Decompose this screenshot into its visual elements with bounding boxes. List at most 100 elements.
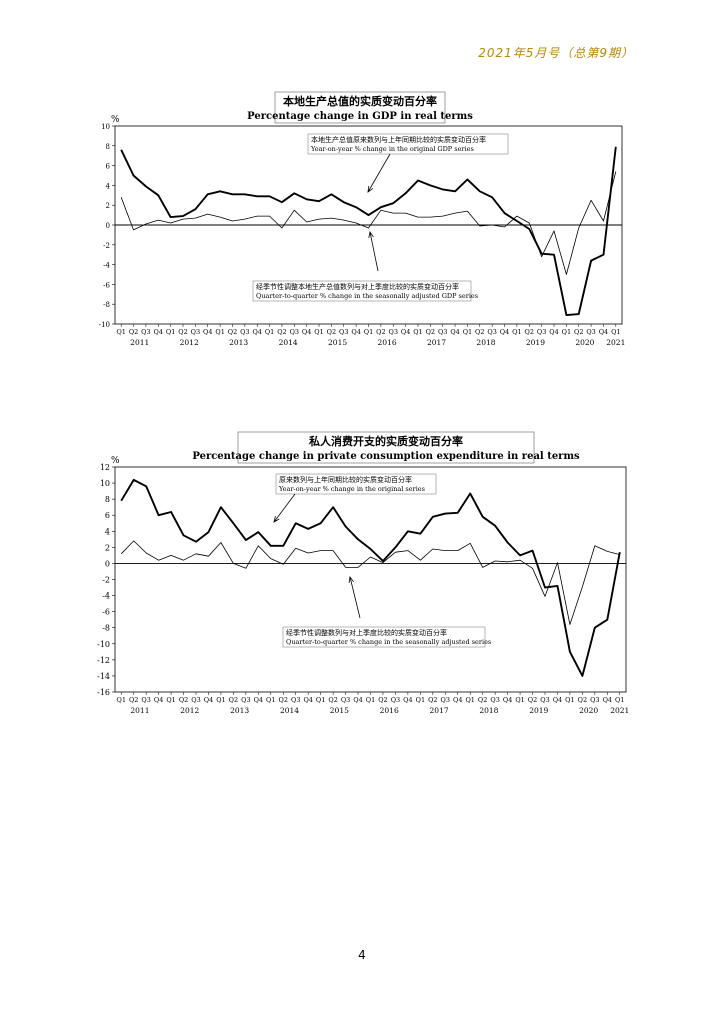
y-tick-label: -6 xyxy=(102,608,110,617)
year-label: 2016 xyxy=(378,338,397,347)
annotation-en: Quarter-to-quarter % change in the seaso… xyxy=(286,638,491,646)
chart-subtitle: Percentage change in GDP in real terms xyxy=(247,111,473,122)
x-tick-label: Q3 xyxy=(291,696,300,704)
x-tick-label: Q3 xyxy=(341,696,350,704)
x-tick-label: Q1 xyxy=(314,328,323,336)
page-number: 4 xyxy=(358,948,366,962)
annotation-box xyxy=(252,280,472,302)
x-tick-label: Q2 xyxy=(528,696,537,704)
annotation-arrowhead xyxy=(348,576,354,583)
y-tick-label: 10 xyxy=(100,479,110,488)
x-tick-label: Q2 xyxy=(574,328,583,336)
year-label: 2017 xyxy=(430,706,449,715)
y-tick-label: 12 xyxy=(100,463,110,472)
x-tick-label: Q1 xyxy=(413,328,422,336)
annotation-arrow xyxy=(367,153,391,193)
y-tick-label: 6 xyxy=(106,163,111,171)
y-tick-label: 8 xyxy=(105,495,110,504)
y-tick-label: -6 xyxy=(103,281,110,289)
chart-title: 私人消费开支的实质变动百分率 xyxy=(309,434,463,448)
annotation-box xyxy=(307,133,509,155)
y-tick-label: 8 xyxy=(106,143,110,151)
consumption-chart-svg: 私人消费开支的实质变动百分率 Percentage change in priva… xyxy=(97,431,629,715)
year-label: 2015 xyxy=(330,706,349,715)
x-tick-label: Q2 xyxy=(475,328,484,336)
page-header: 2021年5月号（总第9期） xyxy=(478,46,634,60)
x-tick-label: Q4 xyxy=(351,328,360,336)
x-tick-label: Q4 xyxy=(453,696,462,704)
x-tick-label: Q1 xyxy=(463,328,472,336)
x-tick-label: Q3 xyxy=(540,696,549,704)
x-tick-label: Q1 xyxy=(266,696,275,704)
x-tick-label: Q1 xyxy=(565,696,574,704)
x-tick-label: Q1 xyxy=(116,328,125,336)
y-tick-label: -2 xyxy=(103,242,110,250)
year-label: 2017 xyxy=(427,338,446,347)
x-tick-label: Q2 xyxy=(578,696,587,704)
y-tick-label: -8 xyxy=(103,301,110,309)
x-tick-label: Q4 xyxy=(553,696,562,704)
x-tick-label: Q3 xyxy=(290,328,299,336)
x-tick-label: Q3 xyxy=(141,328,150,336)
year-label: 2019 xyxy=(529,706,548,715)
annotation-arrow xyxy=(349,576,361,619)
annotation-arrowhead xyxy=(273,516,280,523)
year-label: 2014 xyxy=(280,706,299,715)
x-tick-label: Q1 xyxy=(615,696,624,704)
x-tick-label: Q2 xyxy=(129,696,138,704)
y-tick-label: 2 xyxy=(106,202,110,210)
x-tick-label: Q4 xyxy=(303,696,312,704)
y-tick-label: -10 xyxy=(97,640,110,649)
x-tick-label: Q3 xyxy=(388,328,397,336)
x-tick-label: Q1 xyxy=(611,328,620,336)
year-label: 2013 xyxy=(230,706,249,715)
x-tick-label: Q3 xyxy=(241,696,250,704)
x-tick-label: Q2 xyxy=(229,696,238,704)
x-tick-label: Q4 xyxy=(401,328,410,336)
year-label: 2021 xyxy=(610,706,629,715)
x-tick-label: Q2 xyxy=(277,328,286,336)
y-tick-label: 10 xyxy=(101,123,110,131)
x-tick-label: Q3 xyxy=(586,328,595,336)
x-tick-label: Q4 xyxy=(254,696,263,704)
y-tick-label: -10 xyxy=(99,321,110,329)
chart-subtitle: Percentage change in private consumption… xyxy=(192,451,580,462)
x-tick-label: Q2 xyxy=(327,328,336,336)
series-line-yoy xyxy=(120,146,617,317)
x-tick-label: Q4 xyxy=(353,696,362,704)
annotation-box xyxy=(275,473,437,495)
x-tick-label: Q4 xyxy=(154,696,163,704)
x-tick-label: Q4 xyxy=(252,328,261,336)
y-axis-unit: % xyxy=(111,115,120,125)
x-tick-label: Q2 xyxy=(525,328,534,336)
chart-title-box xyxy=(237,431,535,464)
annotation-arrow xyxy=(369,231,379,272)
x-tick-label: Q2 xyxy=(428,696,437,704)
x-tick-label: Q1 xyxy=(562,328,571,336)
x-tick-label: Q3 xyxy=(191,328,200,336)
year-label: 2012 xyxy=(180,706,199,715)
x-tick-label: Q2 xyxy=(279,696,288,704)
y-tick-label: -2 xyxy=(102,576,110,585)
year-label: 2018 xyxy=(479,706,498,715)
x-tick-label: Q1 xyxy=(166,328,175,336)
x-tick-label: Q4 xyxy=(603,696,612,704)
annotation-zh: 经季节性调整数列与对上季度比较的实质变动百分率 xyxy=(286,628,447,637)
y-tick-label: -16 xyxy=(97,688,110,697)
gdp-chart-svg: 本地生产总值的实质变动百分率 Percentage change in GDP i… xyxy=(99,91,625,347)
x-tick-label: Q3 xyxy=(590,696,599,704)
y-tick-label: 4 xyxy=(106,182,111,190)
annotation-zh: 原来数列与上年同期比较的实质变动百分率 xyxy=(279,475,412,484)
year-label: 2016 xyxy=(380,706,399,715)
x-tick-label: Q2 xyxy=(328,696,337,704)
y-tick-label: -8 xyxy=(102,624,110,633)
x-tick-label: Q2 xyxy=(478,696,487,704)
x-tick-label: Q3 xyxy=(441,696,450,704)
x-tick-label: Q4 xyxy=(450,328,459,336)
x-tick-label: Q2 xyxy=(376,328,385,336)
x-tick-label: Q4 xyxy=(500,328,509,336)
x-tick-label: Q1 xyxy=(465,696,474,704)
x-tick-label: Q4 xyxy=(503,696,512,704)
year-label: 2015 xyxy=(328,338,347,347)
year-label: 2014 xyxy=(279,338,298,347)
